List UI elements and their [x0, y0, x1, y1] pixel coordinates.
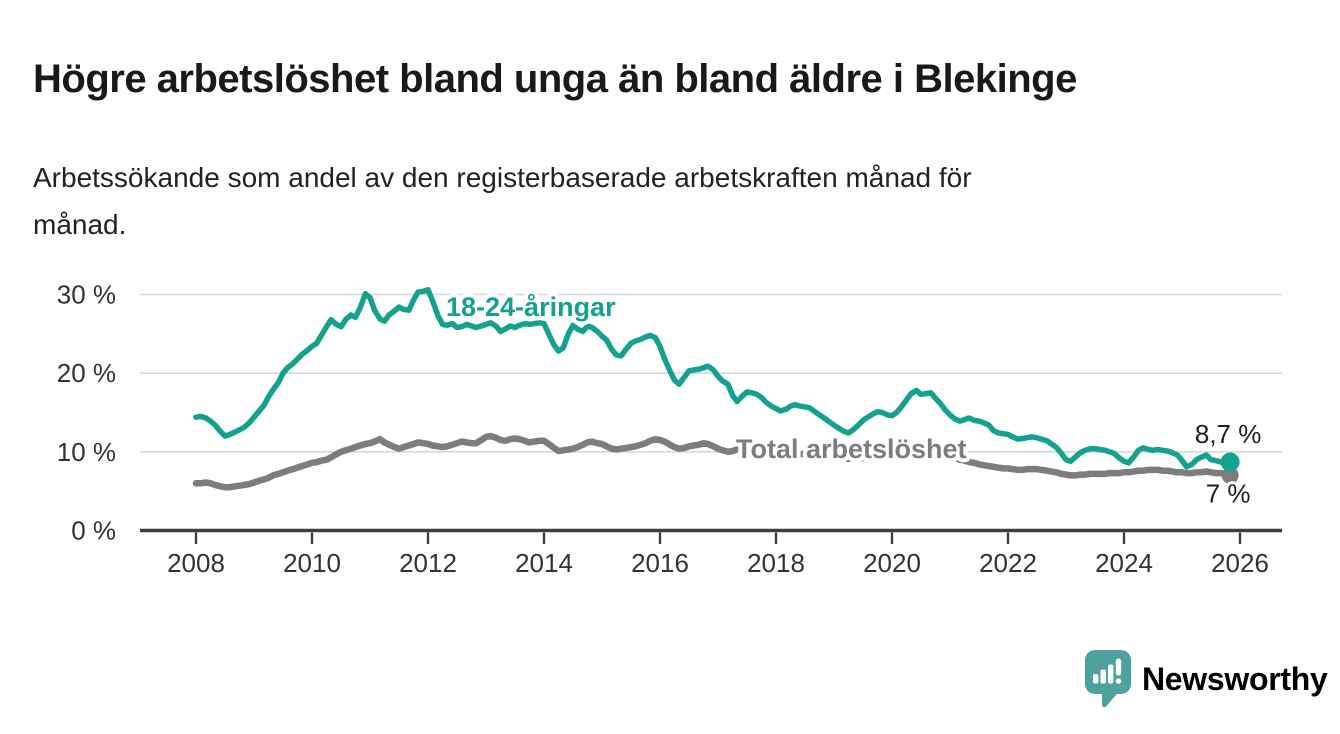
y-tick-label: 10 % [57, 437, 116, 467]
x-tick-label: 2010 [283, 548, 341, 578]
subtitle-line-2: månad. [33, 209, 127, 240]
x-tick-label: 2022 [979, 548, 1037, 578]
x-tick-label: 2026 [1211, 548, 1269, 578]
series-line-young [193, 287, 1233, 470]
y-tick-label: 0 % [71, 516, 116, 546]
x-tick-label: 2012 [399, 548, 457, 578]
y-tick-label: 30 % [57, 279, 116, 309]
series-end-dot-total [1221, 466, 1239, 484]
subtitle-line-1: Arbetssökande som andel av den registerb… [33, 162, 972, 193]
x-tick-label: 2024 [1095, 548, 1153, 578]
exclamation-bar [1115, 658, 1122, 676]
x-tick-label: 2008 [167, 548, 225, 578]
bar-medium [1100, 669, 1106, 684]
x-tick-label: 2018 [747, 548, 805, 578]
x-tick-label: 2020 [863, 548, 921, 578]
x-tick-label: 2016 [631, 548, 689, 578]
end-label-total: 7 % [1206, 478, 1251, 508]
newsworthy-logo-link[interactable]: Newsworthy [1085, 650, 1328, 708]
exclamation-dot [1115, 678, 1122, 684]
y-tick-label: 20 % [57, 358, 116, 388]
end-label-young: 8,7 % [1195, 419, 1262, 449]
newsworthy-wordmark: Newsworthy [1142, 660, 1328, 697]
bar-tall [1108, 664, 1114, 684]
series-end-dot-young [1220, 452, 1240, 472]
bar-short [1093, 674, 1099, 684]
series-line-total [192, 432, 1234, 491]
x-tick-label: 2014 [515, 548, 573, 578]
series-label-total: Total arbetslöshet [736, 434, 967, 464]
newsworthy-icon [1085, 650, 1131, 708]
page-title: Högre arbetslöshet bland unga än bland ä… [33, 56, 1077, 101]
series-label-young: 18-24-åringar [446, 292, 616, 322]
chart-subtitle: Arbetssökande som andel av den registerb… [33, 154, 972, 248]
